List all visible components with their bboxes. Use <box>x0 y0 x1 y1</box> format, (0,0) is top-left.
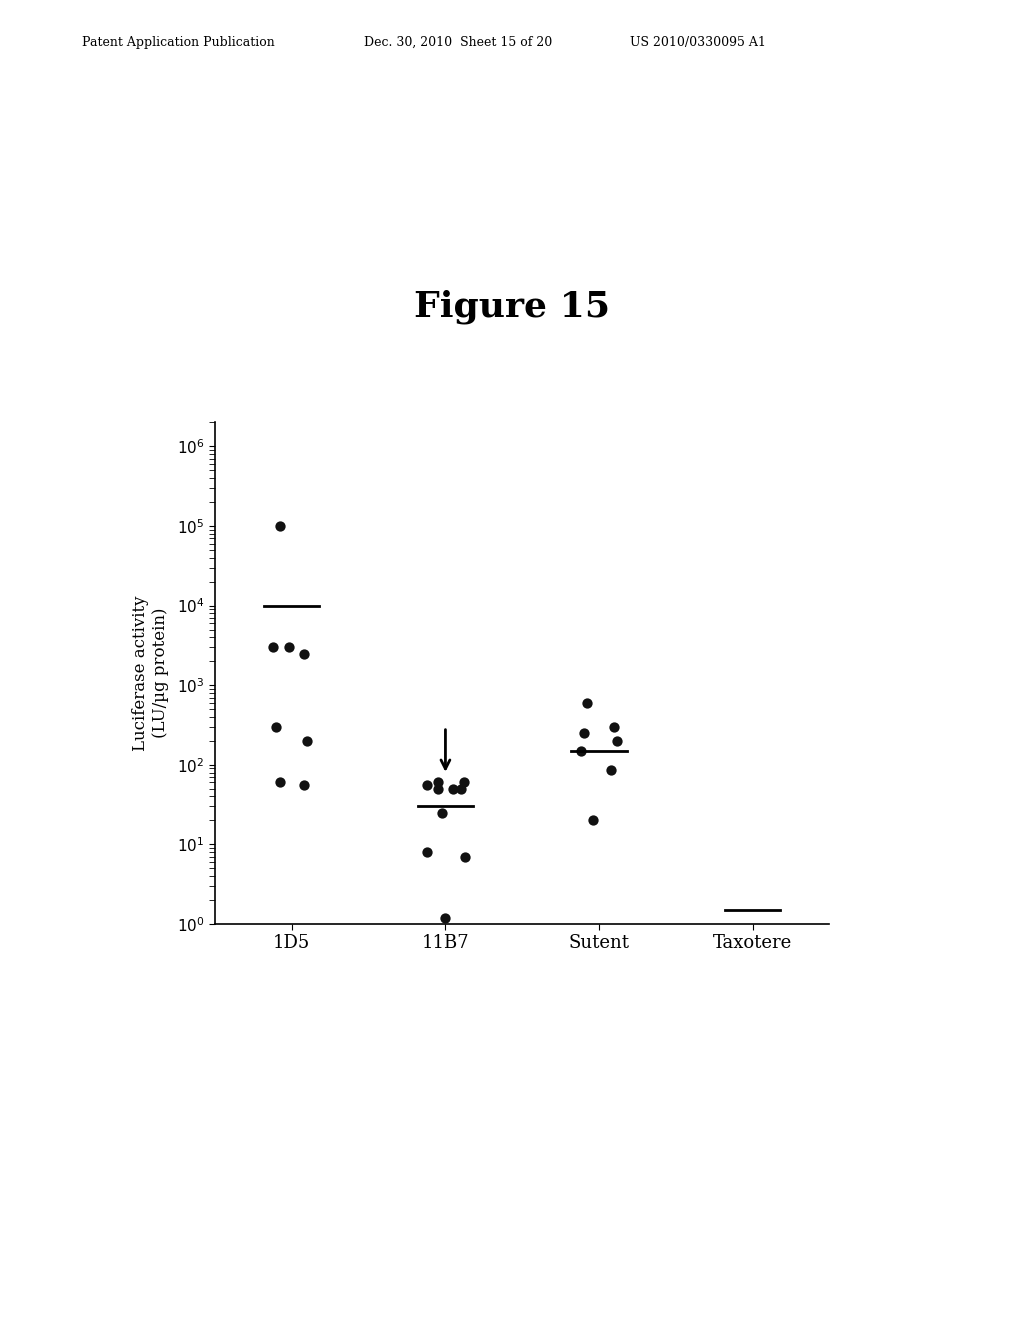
Point <box>437 907 454 928</box>
Point <box>419 842 435 863</box>
Point <box>296 643 312 664</box>
Point <box>444 779 461 800</box>
Point <box>281 636 297 657</box>
Point <box>606 717 623 738</box>
Point <box>268 717 285 738</box>
Text: Dec. 30, 2010  Sheet 15 of 20: Dec. 30, 2010 Sheet 15 of 20 <box>364 36 552 49</box>
Text: Patent Application Publication: Patent Application Publication <box>82 36 274 49</box>
Point <box>299 730 315 751</box>
Point <box>456 772 472 793</box>
Y-axis label: Luciferase activity
(LU/µg protein): Luciferase activity (LU/µg protein) <box>132 595 169 751</box>
Point <box>453 779 469 800</box>
Point <box>585 810 601 832</box>
Point <box>603 760 620 781</box>
Point <box>609 730 626 751</box>
Point <box>265 636 282 657</box>
Point <box>271 772 288 793</box>
Point <box>579 692 595 713</box>
Text: US 2010/0330095 A1: US 2010/0330095 A1 <box>630 36 766 49</box>
Point <box>296 775 312 796</box>
Point <box>430 772 446 793</box>
Point <box>434 803 451 824</box>
Point <box>572 741 589 762</box>
Point <box>457 846 473 867</box>
Text: Figure 15: Figure 15 <box>414 290 610 325</box>
Point <box>575 722 592 743</box>
Point <box>419 775 435 796</box>
Point <box>271 515 288 536</box>
Point <box>430 779 446 800</box>
